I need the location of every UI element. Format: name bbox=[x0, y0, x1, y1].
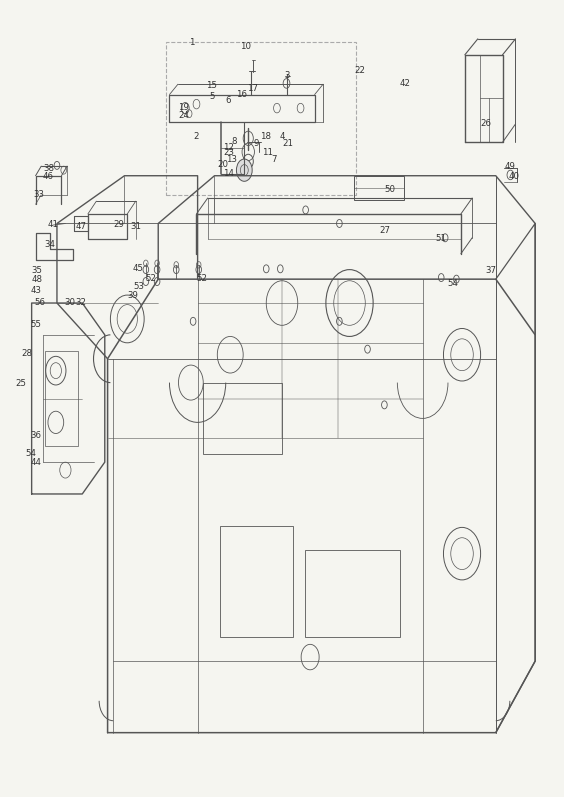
Text: 19: 19 bbox=[178, 103, 189, 112]
Text: 24: 24 bbox=[178, 111, 189, 120]
Text: 32: 32 bbox=[76, 298, 87, 307]
Text: 7: 7 bbox=[271, 155, 276, 163]
Bar bbox=[220, 526, 293, 637]
Text: 54: 54 bbox=[25, 449, 36, 458]
Text: 20: 20 bbox=[218, 160, 228, 169]
Text: 43: 43 bbox=[30, 286, 42, 295]
Text: 37: 37 bbox=[486, 266, 497, 275]
Text: 15: 15 bbox=[206, 81, 217, 90]
Text: 3: 3 bbox=[285, 71, 290, 80]
Bar bbox=[166, 42, 356, 194]
Text: 25: 25 bbox=[15, 379, 26, 388]
Text: 52: 52 bbox=[197, 274, 208, 283]
Text: 21: 21 bbox=[282, 139, 293, 147]
Text: 29: 29 bbox=[113, 220, 124, 229]
Text: 40: 40 bbox=[508, 172, 519, 181]
Text: 8: 8 bbox=[231, 137, 237, 146]
Text: 42: 42 bbox=[399, 79, 410, 88]
Text: 46: 46 bbox=[43, 172, 54, 181]
Text: 56: 56 bbox=[34, 298, 46, 307]
Text: 50: 50 bbox=[385, 185, 395, 194]
Text: 23: 23 bbox=[223, 148, 234, 157]
Text: 11: 11 bbox=[262, 148, 274, 157]
Text: 10: 10 bbox=[240, 42, 251, 51]
Text: 9: 9 bbox=[254, 139, 259, 147]
Text: 45: 45 bbox=[133, 264, 144, 273]
Text: 18: 18 bbox=[259, 132, 271, 141]
Text: 14: 14 bbox=[223, 169, 234, 178]
Text: 39: 39 bbox=[127, 292, 138, 300]
Text: 47: 47 bbox=[76, 222, 87, 231]
Bar bbox=[45, 351, 78, 446]
Text: 51: 51 bbox=[436, 234, 447, 243]
Bar bbox=[203, 383, 282, 454]
Text: 35: 35 bbox=[32, 266, 43, 275]
Text: 1: 1 bbox=[190, 37, 195, 46]
Text: 27: 27 bbox=[379, 226, 390, 235]
Text: 26: 26 bbox=[480, 119, 491, 128]
Text: 38: 38 bbox=[43, 164, 54, 173]
Text: 34: 34 bbox=[45, 241, 56, 249]
Text: 22: 22 bbox=[354, 66, 365, 75]
Text: 30: 30 bbox=[64, 298, 76, 307]
Text: 31: 31 bbox=[130, 222, 141, 231]
Bar bbox=[354, 175, 403, 199]
Text: 2: 2 bbox=[193, 132, 199, 141]
Text: 17: 17 bbox=[247, 84, 258, 92]
Text: 48: 48 bbox=[32, 276, 43, 285]
Text: 13: 13 bbox=[226, 155, 237, 163]
Text: 36: 36 bbox=[30, 431, 42, 441]
Text: 16: 16 bbox=[236, 90, 247, 99]
Text: 12: 12 bbox=[223, 143, 234, 152]
Circle shape bbox=[236, 159, 252, 181]
Text: 33: 33 bbox=[33, 190, 45, 199]
Text: 52: 52 bbox=[146, 274, 156, 283]
Text: 6: 6 bbox=[226, 96, 231, 104]
Text: 4: 4 bbox=[279, 132, 285, 141]
Text: 41: 41 bbox=[47, 220, 59, 229]
Text: 54: 54 bbox=[447, 280, 458, 289]
Text: 28: 28 bbox=[21, 349, 33, 359]
Bar bbox=[305, 550, 400, 637]
Text: 53: 53 bbox=[133, 282, 144, 291]
Text: 44: 44 bbox=[30, 458, 42, 468]
Text: 49: 49 bbox=[504, 163, 515, 171]
Text: 55: 55 bbox=[30, 320, 42, 329]
Text: 5: 5 bbox=[209, 92, 214, 100]
